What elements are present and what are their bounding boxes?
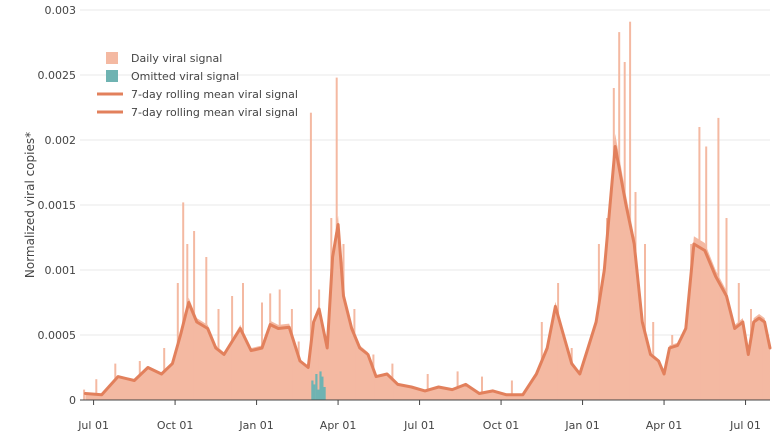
daily-signal-bar <box>597 244 600 400</box>
daily-signal-bar <box>570 348 573 400</box>
daily-signal-bar <box>644 244 646 400</box>
omitted-signal-bar <box>315 374 318 400</box>
daily-signal-bar <box>671 335 674 400</box>
daily-signal-bar <box>690 244 693 400</box>
daily-signal-bar <box>652 322 655 400</box>
daily-signal-bar <box>330 218 333 400</box>
daily-signal-bar <box>760 322 763 400</box>
y-tick-label: 0 <box>69 394 76 407</box>
daily-signal-bar <box>717 117 720 401</box>
daily-signal-bar <box>217 309 220 400</box>
omitted-signal-bar <box>313 384 316 400</box>
daily-signal-bar <box>618 32 621 400</box>
x-tick-label: Jan 01 <box>564 419 599 432</box>
daily-signal-bar <box>456 371 459 400</box>
daily-signal-bar <box>163 348 166 400</box>
y-tick-label: 0.002 <box>45 134 77 147</box>
daily-signal-bar <box>186 244 189 400</box>
y-tick-label: 0.0025 <box>38 69 77 82</box>
x-tick-label: Jul 01 <box>729 419 761 432</box>
legend-label: Omitted viral signal <box>131 70 239 83</box>
omitted-signal-bar <box>321 376 324 400</box>
daily-signal-bar <box>612 88 615 400</box>
omitted-signal-bars <box>311 371 326 400</box>
legend-swatch <box>106 52 118 64</box>
daily-signal-bars <box>83 21 763 401</box>
daily-signal-bar <box>95 379 98 400</box>
daily-signal-bar <box>391 363 394 400</box>
y-tick-label: 0.003 <box>45 4 77 17</box>
daily-signal-bar <box>318 289 321 400</box>
x-tick-label: Apr 01 <box>320 419 357 432</box>
x-tick-label: Oct 01 <box>157 419 194 432</box>
rolling-mean-line <box>83 145 772 397</box>
legend-label: 7-day rolling mean viral signal <box>131 88 298 101</box>
daily-signal-bar <box>342 244 345 400</box>
y-tick-label: 0.001 <box>45 264 77 277</box>
omitted-signal-bar <box>317 389 320 400</box>
daily-signal-bar <box>629 21 632 400</box>
daily-signal-bar <box>481 376 483 400</box>
omitted-signal-bar <box>319 371 322 400</box>
daily-signal-bar <box>623 62 626 400</box>
x-tick-label: Oct 01 <box>483 419 520 432</box>
axes: 0 0.0005 0.001 0.0015 0.002 0.0025 0.003 Jul 01… <box>38 4 770 432</box>
daily-signal-bar <box>242 283 244 400</box>
daily-signal-bar <box>297 341 300 400</box>
omitted-signal-bar <box>311 380 314 400</box>
daily-signal-bar <box>278 289 281 400</box>
daily-signal-bar <box>231 296 234 400</box>
daily-signal-bar <box>372 354 375 400</box>
y-axis-label: Normalized viral copies* <box>23 132 37 278</box>
daily-signal-bar <box>698 127 701 400</box>
daily-signal-bar <box>261 302 263 400</box>
daily-signal-bar <box>353 309 356 400</box>
daily-signal-bar <box>705 146 708 400</box>
daily-signal-bar <box>557 283 560 400</box>
daily-signal-bar <box>750 309 752 400</box>
daily-signal-bar <box>290 309 293 400</box>
daily-signal-bar <box>182 202 185 400</box>
x-tick-label: Jul 01 <box>77 419 109 432</box>
rolling-mean-layer <box>83 145 772 397</box>
daily-signal-bar <box>725 218 728 400</box>
legend: Daily viral signal Omitted viral signal 7-… <box>97 52 298 119</box>
y-tick-label: 0.0015 <box>38 199 77 212</box>
daily-signal-bar <box>426 374 429 400</box>
daily-signal-bar <box>634 192 637 400</box>
daily-signal-bar <box>737 283 740 400</box>
legend-label: 7-day rolling mean viral signal <box>131 106 298 119</box>
x-tick-label: Jan 01 <box>238 419 273 432</box>
x-tick-label: Apr 01 <box>646 419 683 432</box>
daily-signal-bar <box>606 218 608 400</box>
legend-swatch <box>106 70 118 82</box>
daily-signal-bar <box>269 293 272 400</box>
legend-label: Daily viral signal <box>131 52 222 65</box>
daily-signal-bar <box>510 380 513 400</box>
y-tick-label: 0.0005 <box>38 329 77 342</box>
daily-signal-bar <box>309 112 312 400</box>
daily-signal-bar <box>83 389 86 400</box>
x-tick-label: Jul 01 <box>403 419 435 432</box>
omitted-signal-bar <box>323 387 326 400</box>
daily-signal-bar <box>138 361 141 400</box>
